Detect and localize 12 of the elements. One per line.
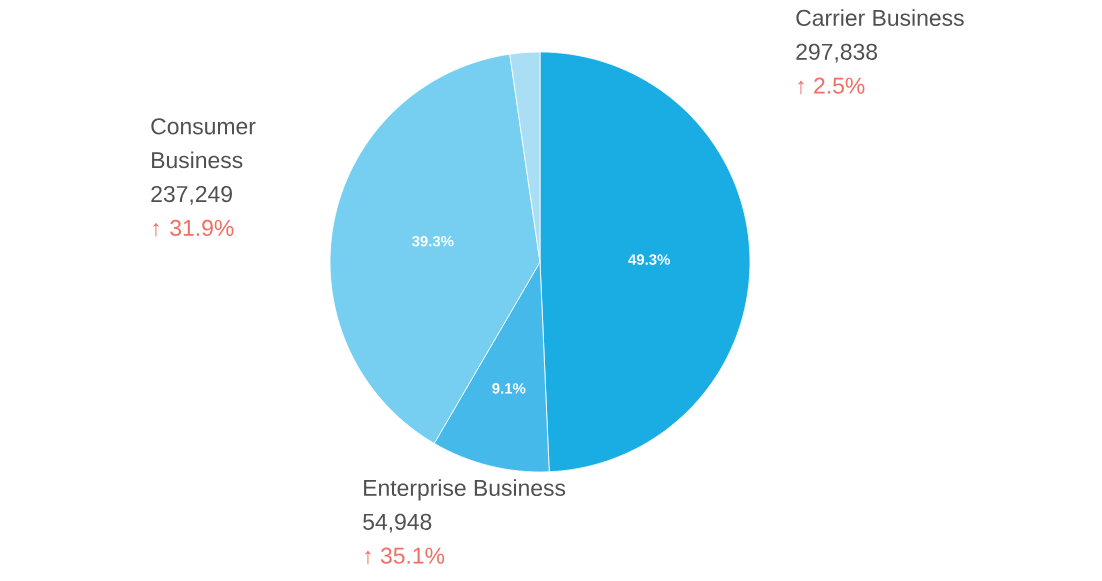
text: 54,948 — [363, 513, 432, 533]
data-label: 9.1% — [492, 383, 526, 394]
text: ↑ 2.5% — [798, 77, 865, 95]
text: 297,838 — [796, 43, 878, 63]
text: 237,249 — [151, 185, 232, 205]
text: ↑ 35.1% — [365, 547, 445, 565]
slice-label: Enterprise Business — [364, 479, 566, 501]
slice-label: Carrier Business — [796, 9, 964, 27]
data-label: 39.3% — [411, 235, 454, 247]
slice-label: Consumer Business — [151, 118, 256, 169]
text: ↑ 31.9% — [153, 219, 234, 237]
data-label: 49.3% — [628, 254, 670, 265]
